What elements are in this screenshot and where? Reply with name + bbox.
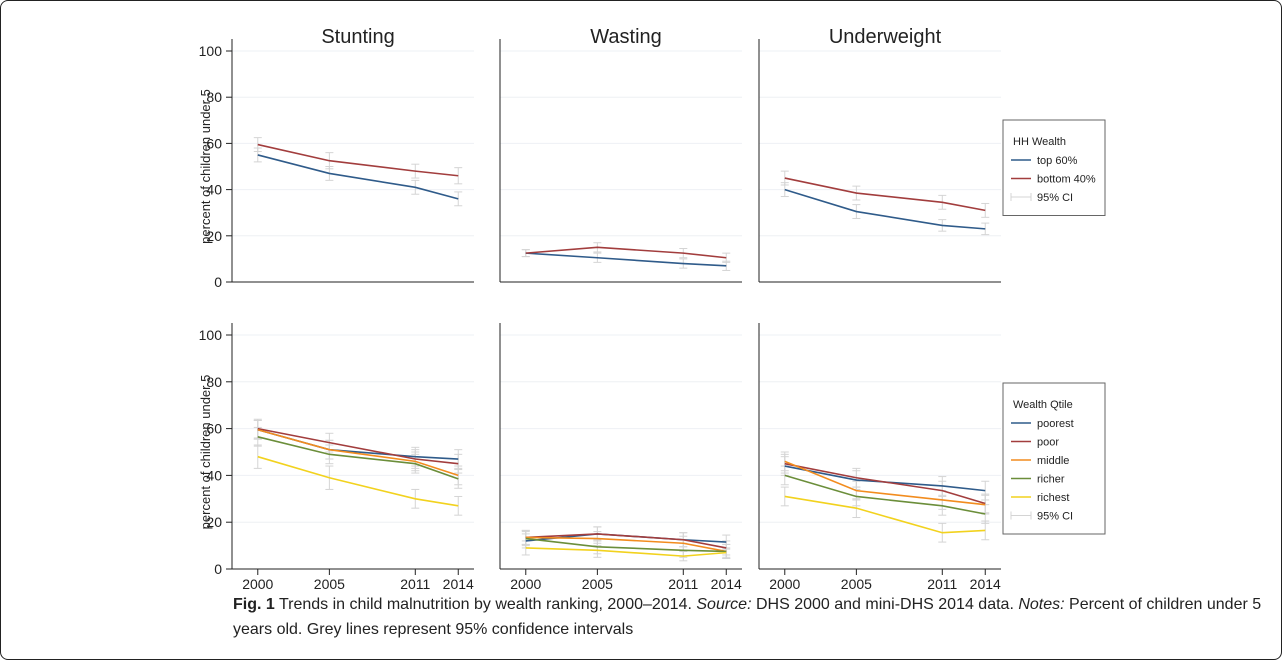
panel-title: Underweight — [829, 26, 942, 48]
error-bar — [780, 170, 789, 186]
series-line — [525, 536, 727, 553]
x-tick-label: 2011 — [400, 576, 430, 590]
x-tick-label: 2005 — [582, 576, 613, 590]
y-tick-label: 20 — [206, 228, 222, 244]
y-tick-label: 100 — [199, 43, 223, 59]
series-line — [784, 465, 986, 492]
series-line — [525, 547, 727, 557]
x-tick-label: 2011 — [668, 576, 698, 590]
caption-notes: Percent of children under 5 years old. G… — [233, 596, 1262, 638]
legend-label: middle — [1037, 455, 1069, 467]
y-tick-label: 40 — [206, 467, 222, 483]
series-line — [784, 177, 986, 212]
y-tick-label: 60 — [206, 421, 222, 437]
x-tick-label: 2005 — [314, 576, 345, 590]
series-line — [784, 188, 986, 230]
x-tick-label: 2000 — [510, 576, 541, 590]
series-line — [525, 533, 727, 549]
legend-label: 95% CI — [1037, 192, 1073, 204]
caption-label: Fig. 1 — [233, 596, 275, 613]
y-tick-label: 100 — [199, 327, 223, 343]
legend-title: HH Wealth — [1013, 136, 1066, 148]
legend-label: poorest — [1037, 418, 1074, 430]
series-line — [257, 427, 459, 465]
y-tick-label: 80 — [206, 374, 222, 390]
series-line — [784, 462, 986, 505]
series-line — [257, 436, 459, 480]
x-tick-label: 2014 — [970, 576, 1001, 590]
y-tick-label: 0 — [214, 561, 222, 577]
series-line — [525, 537, 727, 553]
legend-label: bottom 40% — [1037, 174, 1096, 186]
panel-title: Stunting — [321, 26, 394, 48]
series-line — [784, 460, 986, 506]
caption-notes-label: Notes: — [1018, 596, 1065, 613]
series-line — [257, 455, 459, 507]
y-axis-label: percent of children under 5 — [198, 89, 213, 244]
x-tick-label: 2005 — [841, 576, 872, 590]
chart: 0 20 40 60 80 100 Stunting Wasting Underweight pe… — [198, 26, 1106, 590]
y-tick-label: 20 — [206, 514, 222, 530]
y-axis-label: percent of children under 5 — [198, 375, 213, 530]
legend-label: poor — [1037, 437, 1059, 449]
caption-source-label: Source: — [696, 596, 752, 613]
legend-label: top 60% — [1037, 155, 1078, 167]
x-tick-label: 2014 — [443, 576, 474, 590]
legend-box — [1002, 119, 1106, 216]
error-bar — [981, 202, 990, 218]
legend-label: richer — [1037, 474, 1065, 486]
series-line — [257, 143, 459, 177]
caption: Fig. 1 Trends in child malnutrition by w… — [233, 592, 1263, 642]
panel-title: Wasting — [590, 26, 662, 48]
y-tick-label: 0 — [214, 274, 222, 290]
x-tick-label: 2000 — [769, 576, 800, 590]
caption-source: DHS 2000 and mini-DHS 2014 data. — [751, 596, 1019, 613]
y-tick-label: 40 — [206, 182, 222, 198]
legend-label: 95% CI — [1037, 511, 1073, 523]
legend-box — [1002, 382, 1106, 535]
series-line — [257, 428, 459, 477]
legend-label: richest — [1037, 492, 1069, 504]
legend-title: Wealth Qtile — [1013, 399, 1073, 411]
series-line — [257, 154, 459, 200]
series-line — [525, 252, 727, 267]
series-line — [525, 246, 727, 259]
series-line — [784, 495, 986, 534]
caption-text: Trends in child malnutrition by wealth r… — [274, 596, 697, 613]
y-tick-label: 80 — [206, 89, 222, 105]
series-line — [784, 474, 986, 515]
x-tick-label: 2011 — [927, 576, 957, 590]
x-tick-label: 2014 — [711, 576, 742, 590]
y-tick-label: 60 — [206, 135, 222, 151]
x-tick-label: 2000 — [242, 576, 273, 590]
